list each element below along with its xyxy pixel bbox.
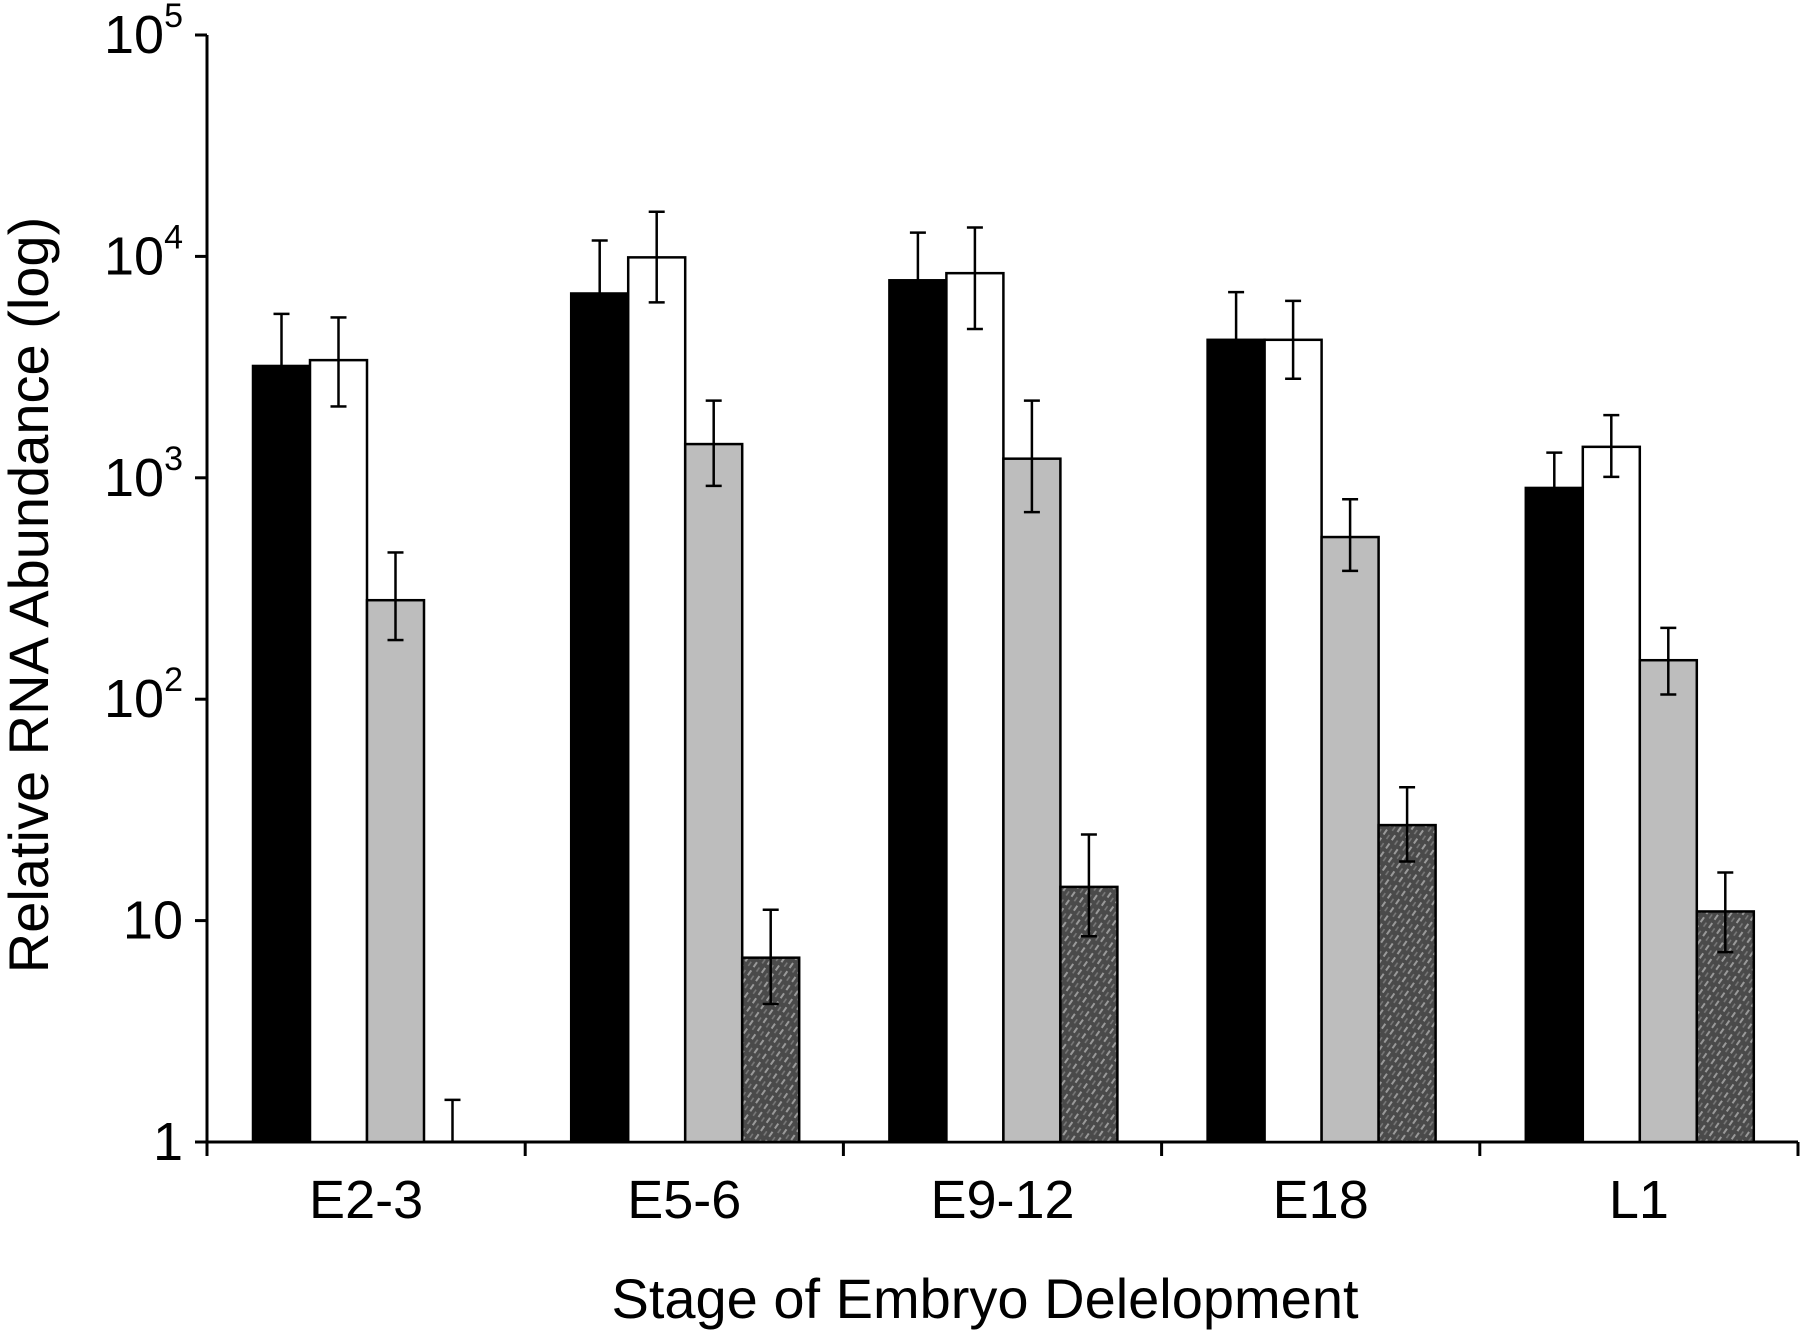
error-bar (444, 1098, 461, 1142)
bar (1638, 658, 1699, 1144)
bar (308, 358, 369, 1144)
bar (626, 256, 687, 1144)
error-bar (387, 551, 404, 642)
x-tick-label: E18 (1273, 1170, 1369, 1230)
bar (1377, 823, 1437, 1144)
bar (1263, 338, 1323, 1144)
x-axis-title: Stage of Embryo Delelopment (611, 1267, 1359, 1330)
error-bar (1660, 626, 1677, 696)
error-bar (1080, 833, 1097, 938)
y-tick-label: 1 (153, 1112, 183, 1172)
y-axis-title: Relative RNA Abundance (log) (0, 217, 60, 973)
bars (251, 256, 1756, 1144)
bar (1695, 910, 1756, 1144)
bar (740, 956, 801, 1144)
x-tick-label: E9-12 (930, 1170, 1074, 1230)
error-bar (1023, 399, 1040, 514)
bar (569, 292, 630, 1144)
error-bars (273, 210, 1734, 1142)
bar (1206, 338, 1266, 1144)
error-bar (330, 316, 347, 408)
y-tick-label: 104 (104, 218, 183, 286)
x-tick-label: E5-6 (627, 1170, 741, 1230)
y-tick-label: 102 (104, 661, 183, 729)
bar (251, 364, 312, 1144)
bar (1002, 457, 1062, 1144)
error-bar (1399, 786, 1416, 863)
error-bar (1603, 413, 1620, 479)
error-bar (591, 239, 608, 323)
bar (888, 279, 948, 1144)
bar (1581, 445, 1642, 1144)
y-tick-label: 105 (104, 0, 183, 65)
error-bar (1546, 451, 1563, 517)
bar (683, 442, 744, 1144)
error-bar (966, 226, 983, 331)
error-bar (705, 399, 722, 488)
error-bar (648, 210, 665, 304)
bar (1320, 535, 1380, 1144)
bar (945, 271, 1005, 1144)
x-tick-label: E2-3 (309, 1170, 423, 1230)
y-tick-label: 10 (123, 891, 183, 951)
error-bar (1717, 871, 1734, 954)
error-bar (909, 231, 926, 312)
error-bar (1342, 498, 1359, 573)
y-axis: 1 10 102 103 104 105 (104, 0, 209, 1172)
bar (1524, 486, 1585, 1144)
x-tick-label: L1 (1609, 1170, 1669, 1230)
bar (365, 598, 426, 1144)
error-bar (762, 908, 779, 1006)
x-axis: E2-3 E5-6 E9-12 E18 L1 (205, 1140, 1800, 1230)
error-bar (273, 312, 290, 399)
error-bar (1285, 299, 1302, 381)
y-tick-label: 103 (104, 440, 183, 508)
error-bar (1228, 290, 1245, 368)
